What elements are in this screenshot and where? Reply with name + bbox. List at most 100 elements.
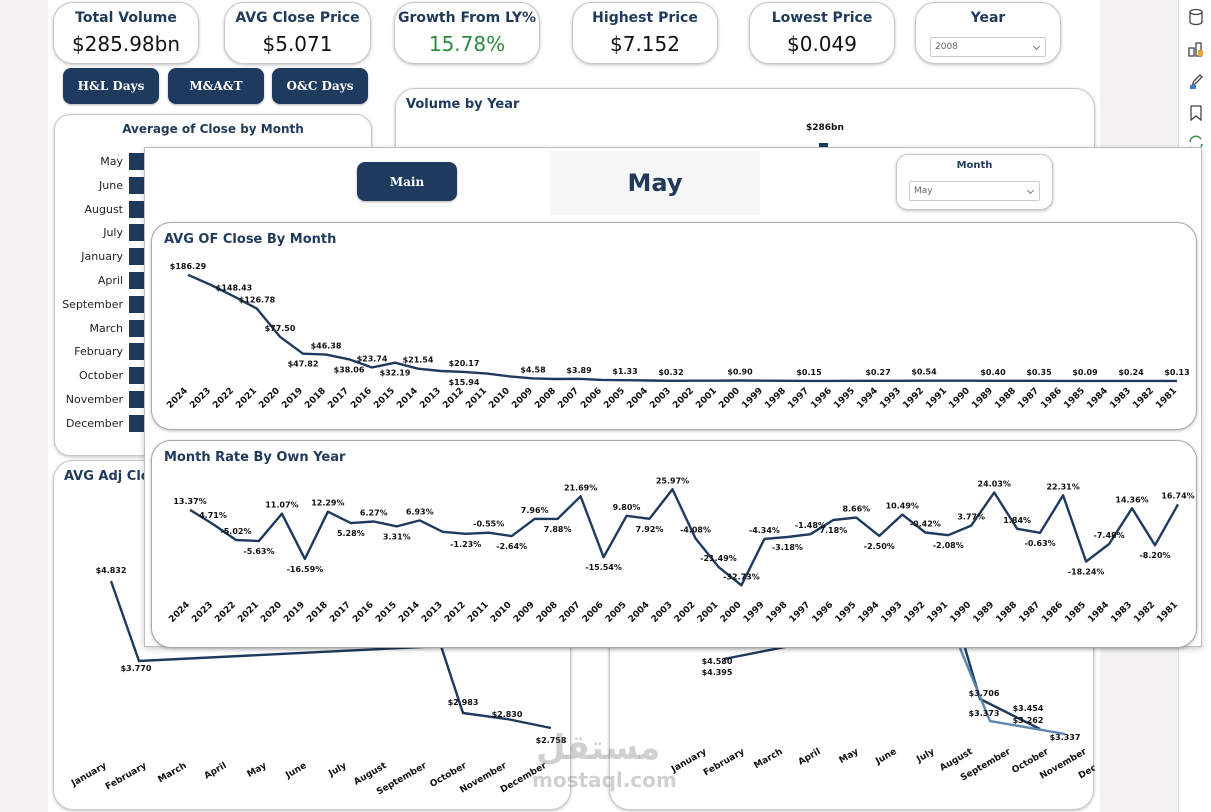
data-label: -2.64% bbox=[496, 542, 527, 551]
data-label: 14.36% bbox=[1115, 495, 1148, 504]
data-label: $3.373 bbox=[969, 709, 1000, 718]
data-label: $3.454 bbox=[1013, 704, 1044, 713]
data-label: -2.50% bbox=[864, 542, 895, 551]
x-tick-label: 2013 bbox=[418, 386, 443, 411]
year-slicer[interactable]: Year 2008 bbox=[915, 2, 1061, 64]
x-tick-label: 1992 bbox=[901, 386, 926, 411]
chevron-down-icon bbox=[1026, 186, 1035, 195]
visualizations-icon[interactable] bbox=[1187, 40, 1205, 58]
bottom-right-chart: $4.580 $4.395 $3.706 $3.373 $3.454 $3.262 $3.3… bbox=[669, 645, 1095, 784]
month-row-label: April bbox=[97, 274, 123, 287]
x-tick-label: 1990 bbox=[947, 386, 972, 411]
month-rate-card: Month Rate By Own Year 13.37% 4.71% -5.02%… bbox=[151, 440, 1197, 648]
data-label: $47.82 bbox=[288, 360, 319, 369]
data-label: -2.08% bbox=[933, 541, 964, 550]
x-tick-label: 1986 bbox=[1039, 386, 1064, 411]
kpi-label: Total Volume bbox=[75, 10, 177, 26]
x-tick-label: 2000 bbox=[717, 386, 742, 411]
data-label: 13.37% bbox=[173, 497, 206, 506]
data-label: -0.63% bbox=[1025, 539, 1056, 548]
kpi-avg-close: AVG Close Price $5.071 bbox=[224, 2, 371, 64]
x-tick-label: 1995 bbox=[832, 386, 857, 411]
database-icon[interactable] bbox=[1187, 8, 1205, 26]
month-detail-popup: Main May Month May AVG OF Close By Month… bbox=[144, 147, 1202, 648]
data-label: 21.69% bbox=[564, 483, 597, 492]
x-tick-label: 1997 bbox=[786, 386, 811, 411]
data-label: 6.27% bbox=[360, 509, 388, 518]
x-tick-label: 2020 bbox=[257, 386, 282, 411]
x-tick-label: 1985 bbox=[1062, 386, 1087, 411]
nav-button-hl-days[interactable]: H&L Days bbox=[63, 68, 159, 104]
series-line bbox=[109, 580, 552, 730]
volume-data-label: $286bn bbox=[806, 123, 844, 133]
x-tick-label: 2018 bbox=[305, 600, 330, 625]
x-tick-label: 1981 bbox=[1155, 600, 1180, 625]
data-label: $2.758 bbox=[536, 736, 567, 745]
data-label: 7.18% bbox=[819, 526, 847, 535]
x-tick-label: 1989 bbox=[970, 386, 995, 411]
data-label: 24.03% bbox=[978, 479, 1011, 488]
data-label: -5.02% bbox=[220, 527, 251, 536]
x-tick-label: 1988 bbox=[994, 600, 1019, 625]
x-tick-label: May bbox=[246, 761, 269, 780]
x-tick-label: April bbox=[797, 747, 823, 768]
data-label: -0.55% bbox=[473, 520, 504, 529]
x-tick-label: 1992 bbox=[903, 600, 928, 625]
x-tick-label: 2016 bbox=[351, 600, 376, 625]
x-tick-label: 1984 bbox=[1085, 386, 1110, 411]
data-label: -32.73% bbox=[723, 572, 760, 581]
data-label: -5.63% bbox=[243, 547, 274, 556]
data-label: $0.13 bbox=[1164, 368, 1189, 377]
data-label: $148.43 bbox=[216, 283, 252, 292]
data-label: $0.40 bbox=[980, 368, 1006, 377]
bookmark-icon[interactable] bbox=[1187, 104, 1205, 122]
kpi-total-volume: Total Volume $285.98bn bbox=[53, 2, 199, 64]
data-label: -16.59% bbox=[287, 565, 324, 574]
kpi-value: $285.98bn bbox=[71, 32, 181, 56]
data-label: $0.54 bbox=[911, 368, 937, 377]
nav-button-ma-at[interactable]: M&A&T bbox=[168, 68, 264, 104]
data-label: $0.27 bbox=[865, 368, 890, 377]
x-tick-label: 1989 bbox=[972, 600, 997, 625]
x-tick-label: 2004 bbox=[625, 386, 650, 411]
chevron-down-icon bbox=[1032, 42, 1041, 51]
format-brush-icon[interactable] bbox=[1187, 72, 1205, 90]
chart-title: AVG Adj Clos bbox=[64, 469, 158, 484]
x-tick-label: 2021 bbox=[236, 600, 261, 625]
x-tick-label: March bbox=[752, 747, 784, 771]
main-button[interactable]: Main bbox=[357, 162, 457, 201]
x-tick-label: 2012 bbox=[441, 386, 466, 411]
month-row-label: December bbox=[65, 416, 123, 430]
x-tick-label: 1994 bbox=[857, 600, 882, 625]
data-label: $0.09 bbox=[1072, 368, 1098, 377]
data-label: 22.31% bbox=[1046, 482, 1079, 491]
x-tick-label: 1983 bbox=[1109, 600, 1134, 625]
month-row-label: February bbox=[74, 345, 123, 359]
x-tick-label: 2002 bbox=[673, 600, 698, 625]
data-label: $2.983 bbox=[448, 698, 479, 707]
year-dropdown[interactable]: 2008 bbox=[930, 37, 1046, 57]
data-label: -21.49% bbox=[700, 554, 737, 563]
kpi-value: 15.78% bbox=[428, 32, 506, 56]
data-label: 3.31% bbox=[383, 532, 411, 541]
series-line bbox=[958, 647, 1066, 736]
x-tick-label: 2022 bbox=[211, 386, 236, 411]
month-slicer[interactable]: Month May bbox=[896, 154, 1053, 210]
month-rate-line-chart: 13.37% 4.71% -5.02% -5.63% 11.07% -16.59% 12.2… bbox=[167, 476, 1194, 625]
month-row-label: June bbox=[99, 178, 123, 192]
series-line bbox=[723, 645, 786, 661]
data-label: 25.97% bbox=[656, 476, 689, 485]
data-label: -4.34% bbox=[749, 526, 780, 535]
data-label: -18.24% bbox=[1068, 568, 1105, 577]
month-dropdown[interactable]: May bbox=[909, 181, 1040, 201]
data-label: $126.78 bbox=[239, 296, 276, 305]
x-tick-label: 2023 bbox=[190, 600, 215, 625]
x-tick-label: 2005 bbox=[604, 600, 629, 625]
data-label: $3.262 bbox=[1013, 716, 1044, 725]
kpi-label: Highest Price bbox=[592, 10, 698, 26]
nav-button-oc-days[interactable]: O&C Days bbox=[272, 68, 368, 104]
x-tick-label: 2003 bbox=[648, 386, 673, 411]
data-label: 9.80% bbox=[613, 503, 641, 512]
x-tick-label: 2002 bbox=[671, 386, 696, 411]
data-label: -15.54% bbox=[585, 563, 622, 572]
